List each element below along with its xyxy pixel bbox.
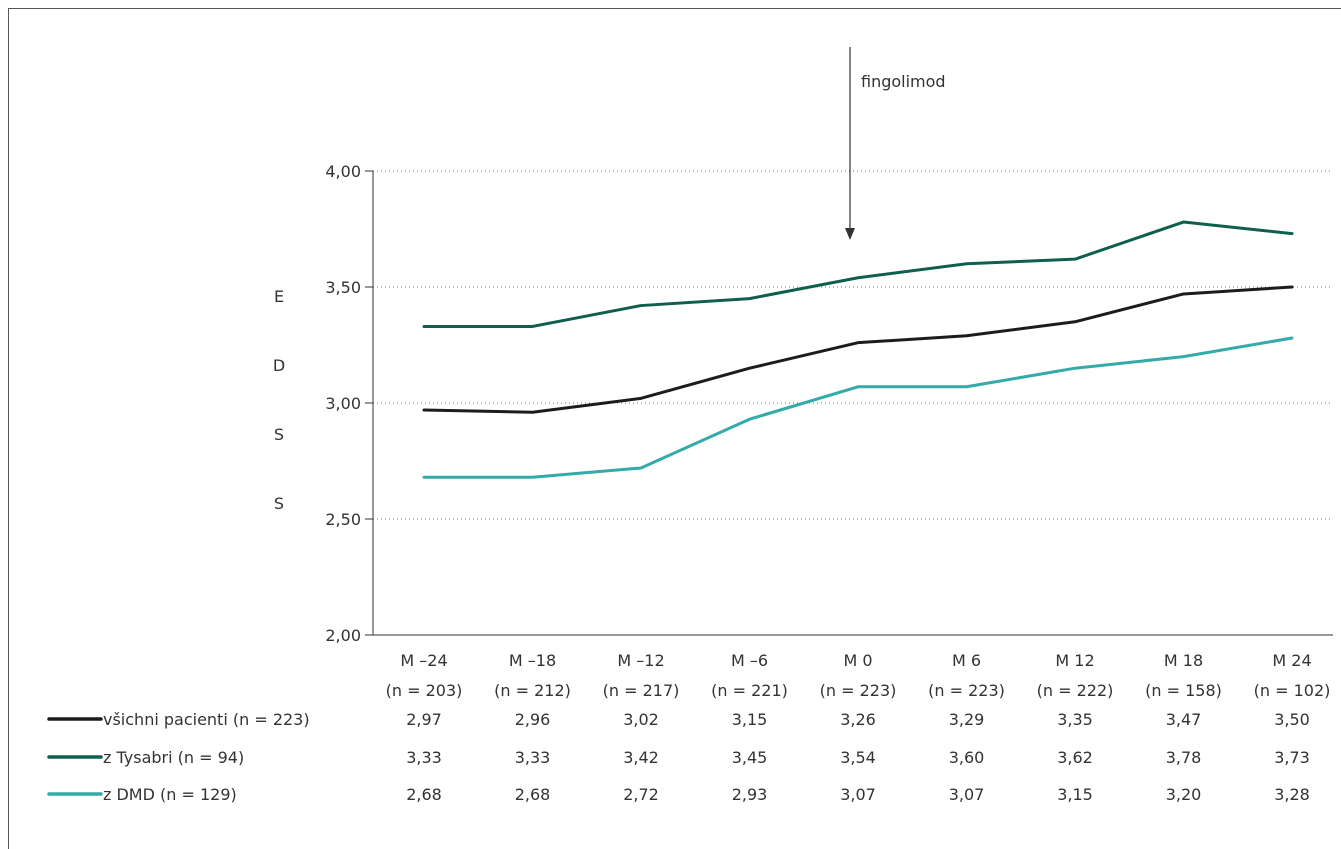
axes: 2,00 2,50 3,00 3,50 4,00 M –24 (n = 203) M –18 (… (325, 162, 1333, 700)
series-lines (422, 220, 1294, 479)
series-line (422, 336, 1294, 479)
data-label: 3,26 (840, 710, 876, 729)
x-tick-sublabel: (n = 212) (494, 681, 571, 700)
data-label: 2,68 (515, 785, 551, 804)
data-label: 3,07 (840, 785, 876, 804)
data-label: 2,68 (406, 785, 442, 804)
x-tick-sublabel: (n = 222) (1037, 681, 1114, 700)
annotation: fingolimod (845, 47, 946, 240)
data-label: 2,72 (623, 785, 659, 804)
y-tick-label: 2,00 (325, 626, 361, 645)
data-label: 3,07 (949, 785, 985, 804)
data-label: 3,62 (1057, 748, 1093, 767)
x-tick-label: M –24 (400, 651, 447, 670)
x-tick-sublabel: (n = 203) (386, 681, 463, 700)
y-tick-label: 3,50 (325, 278, 361, 297)
series-line (422, 285, 1294, 414)
data-label: 3,45 (732, 748, 768, 767)
y-axis-label-letter: S (274, 425, 284, 444)
data-label: 3,15 (1057, 785, 1093, 804)
legend-label: z DMD (n = 129) (103, 785, 237, 804)
data-label: 3,54 (840, 748, 876, 767)
x-tick-label: M –18 (509, 651, 556, 670)
data-label: 2,97 (406, 710, 442, 729)
x-tick-sublabel: (n = 158) (1145, 681, 1222, 700)
x-tick-sublabel: (n = 217) (603, 681, 680, 700)
data-label: 3,60 (949, 748, 985, 767)
x-tick-sublabel: (n = 221) (711, 681, 788, 700)
data-label: 3,15 (732, 710, 768, 729)
x-tick-label: M 6 (952, 651, 981, 670)
x-tick-label: M –12 (617, 651, 664, 670)
x-tick-sublabel: (n = 223) (928, 681, 1005, 700)
data-label: 3,29 (949, 710, 985, 729)
legend-label: z Tysabri (n = 94) (103, 748, 244, 767)
figure-frame (8, 8, 1341, 849)
y-axis-label-letter: E (274, 287, 284, 306)
y-axis-label-letter: S (274, 494, 284, 513)
series-line (422, 220, 1294, 328)
data-label: 3,78 (1166, 748, 1202, 767)
y-tick-label: 3,00 (325, 394, 361, 413)
annotation-label: fingolimod (861, 72, 946, 91)
data-label: 3,33 (406, 748, 442, 767)
data-label: 2,93 (732, 785, 768, 804)
y-tick-label: 4,00 (325, 162, 361, 181)
x-tick-label: M 12 (1055, 651, 1094, 670)
data-label: 3,47 (1166, 710, 1202, 729)
data-label: 3,35 (1057, 710, 1093, 729)
x-tick-sublabel: (n = 102) (1254, 681, 1331, 700)
x-tick-label: M 18 (1164, 651, 1203, 670)
data-label: 3,73 (1274, 748, 1310, 767)
y-tick-label: 2,50 (325, 510, 361, 529)
data-label: 3,02 (623, 710, 659, 729)
y-axis-label-letter: D (273, 356, 285, 375)
x-tick-label: M 0 (843, 651, 872, 670)
x-tick-sublabel: (n = 223) (820, 681, 897, 700)
data-label: 3,33 (515, 748, 551, 767)
data-label: 3,28 (1274, 785, 1310, 804)
data-label: 2,96 (515, 710, 551, 729)
x-tick-label: M 24 (1272, 651, 1311, 670)
x-tick-label: M –6 (731, 651, 768, 670)
y-axis-label: E D S S (273, 287, 285, 513)
data-label: 3,42 (623, 748, 659, 767)
data-table: všichni pacienti (n = 223) 2,97 2,96 3,02 3,… (47, 710, 1310, 804)
grid (373, 170, 1333, 520)
annotation-arrowhead (845, 228, 855, 240)
legend-label: všichni pacienti (n = 223) (103, 710, 310, 729)
data-label: 3,20 (1166, 785, 1202, 804)
data-label: 3,50 (1274, 710, 1310, 729)
